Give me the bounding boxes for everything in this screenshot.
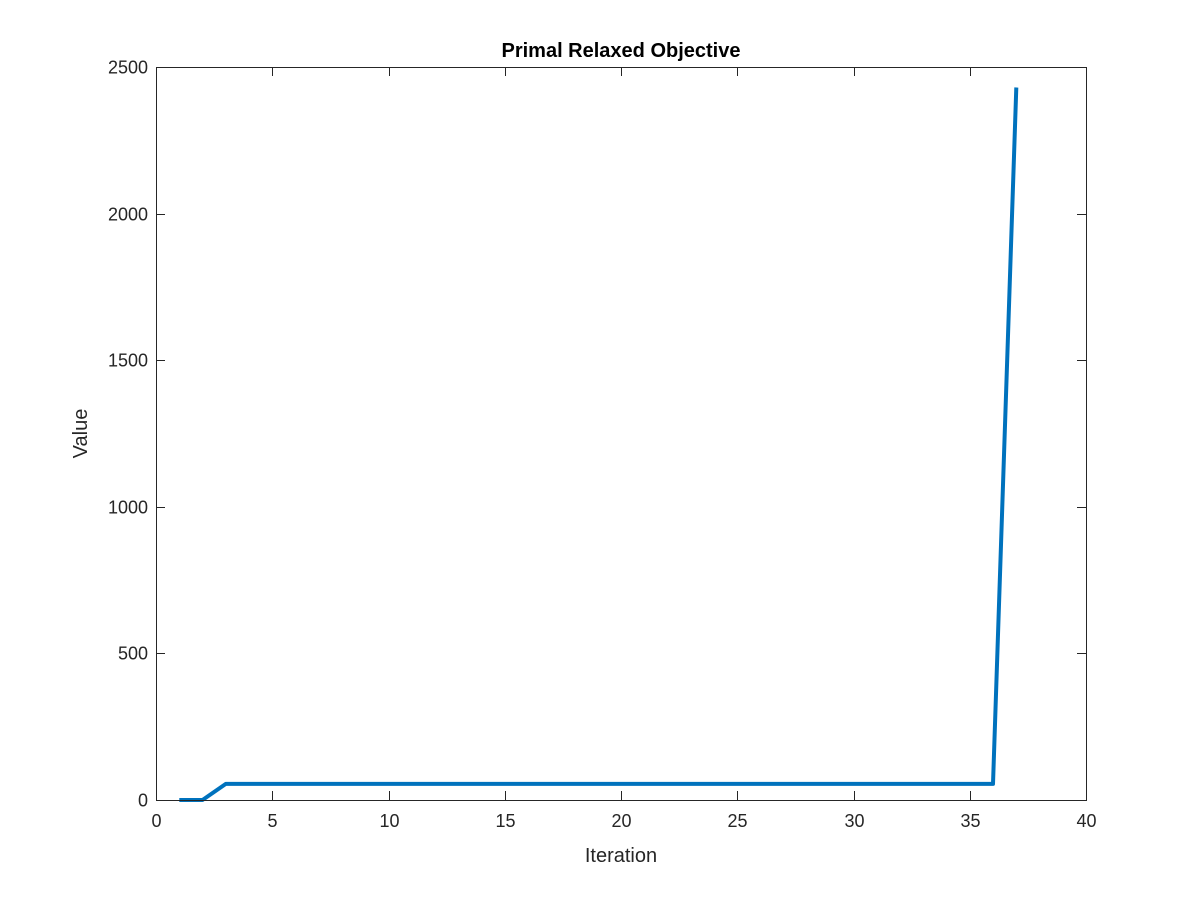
plot-area	[156, 67, 1086, 800]
x-tick-label: 40	[1076, 811, 1096, 831]
y-tick-label: 1000	[108, 498, 148, 518]
x-axis-label: Iteration	[585, 845, 657, 867]
y-axis-label: Value	[70, 409, 92, 459]
x-tick-label: 0	[151, 811, 161, 831]
y-tick-label: 1500	[108, 351, 148, 371]
x-tick-label: 25	[727, 811, 747, 831]
x-tick-label: 5	[267, 811, 277, 831]
y-tick-label: 500	[118, 644, 148, 664]
y-tick-label: 0	[138, 791, 148, 811]
y-axis-ticks: 0 500 1000 1500 2000 2500	[108, 58, 1086, 811]
x-tick-label: 35	[960, 811, 980, 831]
series-line	[179, 87, 1019, 802]
x-tick-label: 15	[495, 811, 515, 831]
x-axis-ticks: 0 5 10 15 20 25 30 35 40	[151, 67, 1097, 831]
series-layer	[179, 87, 1019, 802]
x-tick-label: 20	[611, 811, 631, 831]
axes-box	[156, 67, 1087, 801]
chart-title: Primal Relaxed Objective	[501, 40, 740, 62]
y-tick-label: 2500	[108, 58, 148, 78]
y-tick-label: 2000	[108, 205, 148, 225]
x-tick-label: 10	[379, 811, 399, 831]
x-tick-label: 30	[844, 811, 864, 831]
